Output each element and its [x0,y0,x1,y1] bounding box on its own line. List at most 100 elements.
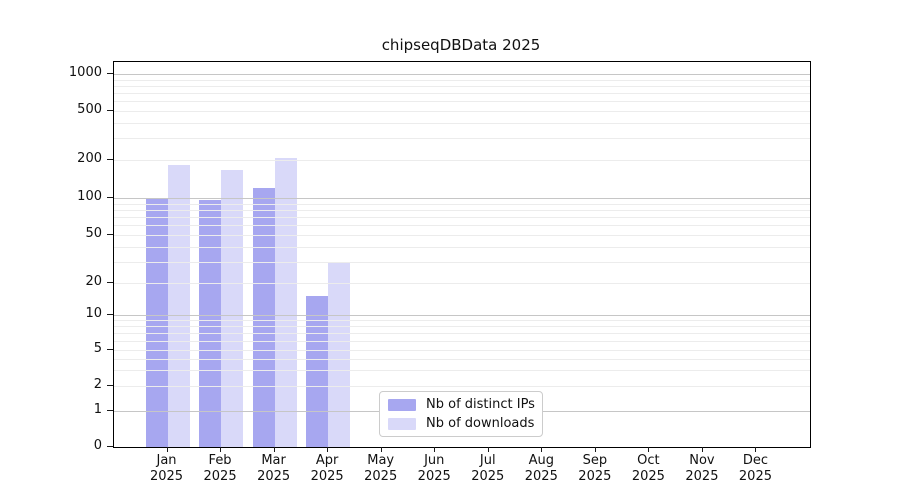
minor-gridline-70 [114,217,810,219]
x-tick-label-mar: Mar 2025 [242,453,306,484]
bar-distinct-ips-jan [145,198,168,447]
minor-gridline-9 [114,320,810,322]
minor-gridline-60 [114,225,810,227]
minor-gridline-5 [114,350,810,351]
x-tick-year: 2025 [417,468,451,484]
bar-downloads-feb [221,170,244,447]
minor-gridline-4 [114,358,810,360]
x-tick-year: 2025 [738,468,772,484]
bar-distinct-ips-mar [252,188,275,447]
x-tick-year: 2025 [310,468,344,484]
minor-gridline-400 [114,122,810,124]
x-tick-label-jun: Jun 2025 [402,453,466,484]
x-tick-mark-oct [648,447,650,452]
legend-item-distinct-ips: Nb of distinct IPs [388,396,535,413]
y-tick-mark-10 [107,314,113,315]
y-tick-label-20: 20 [85,274,102,289]
bar-downloads-mar [274,157,297,447]
minor-gridline-700 [114,93,810,95]
bar-downloads-apr [328,261,351,447]
minor-gridline-200 [114,160,810,161]
x-tick-label-sep: Sep 2025 [563,453,627,484]
y-tick-mark-0 [107,446,113,447]
major-gridline-100 [114,198,810,199]
legend-item-downloads: Nb of downloads [388,416,534,432]
y-tick-label-0: 0 [93,438,102,453]
x-tick-month: Nov [689,453,715,468]
y-tick-mark-100 [107,197,113,198]
minor-gridline-600 [114,101,810,103]
x-tick-month: Apr [315,453,339,468]
grid-layer [114,62,810,447]
x-tick-year: 2025 [149,468,184,484]
y-tick-mark-20 [107,282,113,283]
x-tick-label-nov: Nov 2025 [670,453,734,484]
major-gridline-10 [114,315,810,316]
legend: Nb of distinct IPs Nb of downloads [379,391,543,437]
x-tick-month: Feb [208,453,232,468]
x-tick-mark-nov [701,447,703,452]
y-tick-label-100: 100 [77,189,102,204]
x-tick-label-jul: Jul 2025 [456,453,520,484]
y-tick-mark-5 [107,349,113,350]
x-tick-month: Mar [261,453,286,468]
y-tick-label-5: 5 [93,341,102,356]
x-tick-label-may: May 2025 [349,453,413,484]
minor-gridline-2 [114,386,810,387]
x-tick-month: Aug [528,453,554,468]
x-tick-label-oct: Oct 2025 [616,453,680,484]
minor-gridline-3 [114,370,810,372]
x-tick-year: 2025 [203,468,237,484]
x-tick-mark-mar [273,447,275,452]
legend-label-distinct-ips: Nb of distinct IPs [426,396,535,412]
y-tick-label-50: 50 [85,226,102,241]
x-tick-year: 2025 [257,468,291,484]
x-tick-year: 2025 [685,468,719,484]
y-tick-mark-200 [107,159,113,160]
y-tick-mark-1 [107,410,113,411]
minor-gridline-6 [114,340,810,342]
y-tick-label-200: 200 [77,151,102,166]
x-tick-month: May [367,453,395,468]
x-tick-month: Jun [424,453,445,468]
x-tick-mark-jun [434,447,436,452]
minor-gridline-30 [114,261,810,263]
y-tick-label-500: 500 [77,102,102,117]
y-tick-mark-500 [107,110,113,111]
y-tick-label-2: 2 [93,377,102,392]
x-tick-year: 2025 [631,468,665,484]
minor-gridline-8 [114,326,810,328]
legend-label-downloads: Nb of downloads [426,415,535,431]
legend-swatch-distinct-ips [388,398,416,411]
minor-gridline-300 [114,138,810,140]
y-tick-label-10: 10 [85,306,102,321]
minor-gridline-500 [114,111,810,112]
plot-area [113,61,811,448]
x-tick-mark-jan [166,447,168,452]
x-tick-year: 2025 [524,468,558,484]
x-tick-label-jan: Jan 2025 [135,453,199,484]
x-tick-mark-aug [541,447,543,452]
minor-gridline-7 [114,333,810,334]
x-tick-mark-apr [327,447,329,452]
x-tick-year: 2025 [471,468,505,484]
x-tick-mark-sep [594,447,596,452]
y-tick-mark-1000 [107,73,113,74]
x-tick-month: Sep [582,453,608,468]
minor-gridline-20 [114,283,810,284]
x-tick-month: Jan [156,453,177,468]
minor-gridline-900 [114,79,810,81]
y-tick-mark-50 [107,234,113,235]
x-tick-label-apr: Apr 2025 [295,453,359,484]
y-tick-mark-2 [107,385,113,386]
x-tick-month: Jul [479,453,496,468]
x-tick-month: Oct [637,453,660,468]
minor-gridline-50 [114,235,810,236]
y-tick-label-1: 1 [93,402,102,417]
x-tick-label-aug: Aug 2025 [509,453,573,484]
x-tick-month: Dec [742,453,769,468]
minor-gridline-90 [114,203,810,205]
legend-swatch-downloads [388,417,416,430]
minor-gridline-40 [114,246,810,248]
chart-title: chipseqDBData 2025 [381,36,541,54]
